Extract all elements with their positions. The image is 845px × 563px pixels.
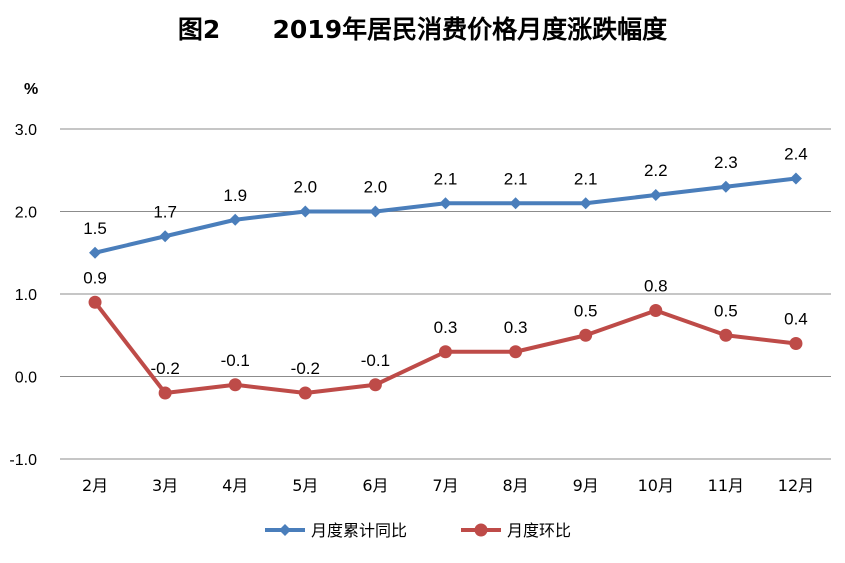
data-point	[509, 345, 523, 359]
y-axis-unit-label: %	[24, 81, 38, 98]
y-tick-label: 3.0	[15, 122, 37, 139]
data-label: 2.0	[293, 178, 317, 197]
data-point	[579, 197, 592, 210]
data-label: -0.1	[361, 351, 390, 370]
x-tick-label: 9月	[573, 476, 599, 495]
series-line	[94, 176, 797, 255]
data-label: -0.2	[291, 359, 320, 378]
data-label: 1.7	[153, 202, 177, 221]
series-1	[89, 172, 802, 259]
data-label: 1.5	[83, 219, 107, 238]
legend-marker	[279, 524, 291, 536]
x-tick-label: 7月	[432, 476, 458, 495]
x-tick-label: 2月	[82, 476, 108, 495]
data-point	[298, 386, 312, 400]
data-label: 2.2	[644, 161, 668, 180]
y-tick-label: 2.0	[15, 205, 37, 222]
data-label: 1.9	[223, 186, 247, 205]
data-label: 0.9	[83, 268, 107, 287]
data-point	[439, 197, 452, 210]
x-tick-label: 3月	[152, 476, 178, 495]
y-tick-label: -1.0	[9, 452, 37, 469]
data-label: -0.2	[150, 359, 179, 378]
data-label: 0.8	[644, 277, 668, 296]
legend-marker	[474, 523, 488, 537]
data-label: 2.1	[504, 169, 528, 188]
data-label: 2.1	[434, 169, 458, 188]
data-label: 2.1	[574, 169, 598, 188]
data-label: -0.1	[221, 351, 250, 370]
data-point	[719, 328, 733, 342]
data-point	[649, 189, 662, 201]
data-label: 2.3	[714, 153, 738, 172]
x-tick-label: 5月	[292, 476, 318, 495]
data-point	[509, 197, 522, 210]
x-tick-label: 10月	[638, 476, 674, 495]
y-tick-label: 1.0	[15, 287, 37, 304]
series	[88, 172, 803, 400]
series-2	[88, 295, 803, 400]
legend-item: 月度累计同比	[265, 521, 407, 540]
data-label: 2.0	[364, 178, 388, 197]
legend: 月度累计同比 月度环比	[265, 521, 571, 540]
y-tick-label: 0.0	[15, 370, 37, 387]
data-point	[719, 180, 732, 193]
data-point	[159, 230, 172, 243]
legend-item: 月度环比	[461, 521, 571, 540]
x-tick-label: 8月	[502, 476, 528, 495]
legend-label: 月度累计同比	[311, 521, 407, 540]
data-point	[439, 345, 452, 359]
data-point	[89, 246, 102, 259]
data-label: 0.5	[574, 301, 598, 320]
data-point	[228, 378, 242, 392]
data-point	[649, 304, 663, 317]
x-tick-label: 12月	[778, 476, 814, 495]
data-point	[158, 386, 172, 400]
data-point	[579, 328, 593, 342]
chart-title: 图2 2019年居民消费价格月度涨跌幅度	[177, 15, 668, 44]
data-point	[369, 205, 382, 218]
data-point	[229, 213, 242, 226]
y-axis-ticks: 3.0 2.0 1.0 0.0 -1.0	[9, 122, 37, 469]
data-point	[789, 337, 803, 350]
data-label: 2.4	[784, 145, 808, 164]
x-tick-label: 6月	[362, 476, 388, 495]
data-point	[789, 172, 802, 185]
x-axis-categories: 2月 3月 4月 5月 6月 7月 8月 9月 10月 11月 12月	[82, 476, 814, 495]
data-label: 0.4	[784, 310, 808, 329]
gridlines	[60, 128, 831, 460]
data-label: 0.3	[434, 318, 458, 337]
x-tick-label: 4月	[222, 476, 248, 495]
data-label: 0.3	[504, 318, 528, 337]
data-point	[299, 205, 312, 218]
data-point	[88, 295, 102, 309]
data-label: 0.5	[714, 301, 738, 320]
x-tick-label: 11月	[708, 476, 744, 495]
data-point	[368, 378, 382, 392]
legend-label: 月度环比	[507, 521, 571, 540]
data-labels: 1.5 1.7 1.9 2.0 2.0 2.1 2.1 2.1 2.2 2.3 2.4 0.9 -0.2…	[83, 145, 808, 379]
